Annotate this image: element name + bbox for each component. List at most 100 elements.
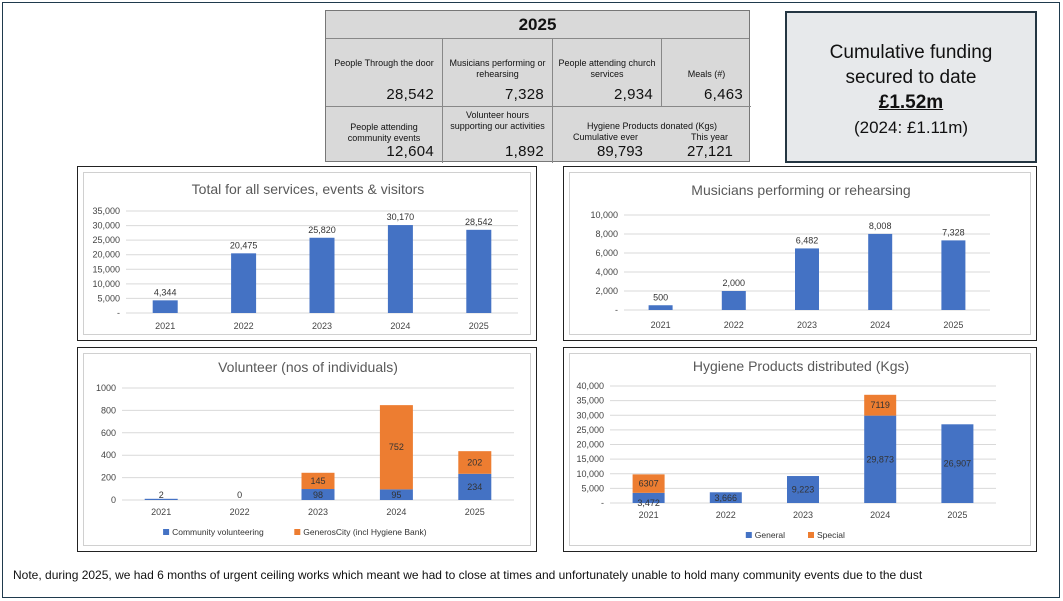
stat-cell-musicians: Musicians performing or rehearsing 7,328: [443, 39, 553, 107]
y-tick-label: 1000: [96, 383, 116, 393]
segment-value-label: 95: [391, 490, 401, 500]
y-tick-label: 20,000: [92, 250, 120, 260]
stats-table: 2025 People Through the door 28,542 Musi…: [325, 10, 751, 163]
x-tick-label: 2022: [234, 321, 254, 331]
segment-value-label: 26,907: [944, 459, 972, 469]
stat-value: 12,604: [386, 143, 434, 160]
chart-title: Total for all services, events & visitor…: [192, 181, 425, 197]
legend-swatch: [745, 532, 752, 538]
segment-value-label: 29,873: [866, 454, 894, 464]
bar-value-label: 25,820: [308, 225, 336, 235]
chart-musicians: Musicians performing or rehearsing - 2,000…: [590, 182, 990, 330]
legend-label: Special: [817, 530, 845, 540]
bar-segment: [144, 498, 178, 500]
legend-label: Community volunteering: [172, 527, 264, 537]
bar-segment: [379, 405, 413, 490]
segment-value-label: 3,472: [637, 498, 660, 508]
bar: [231, 253, 257, 313]
y-tick-label: 30,000: [576, 410, 604, 420]
bar-value-label: 6,482: [796, 235, 819, 245]
y-tick-label: 25,000: [576, 425, 604, 435]
stat-value: 7,328: [504, 86, 544, 103]
bar-segment: [458, 451, 492, 474]
bar: [387, 225, 413, 313]
bar-value-label: 20,475: [230, 240, 258, 250]
footnote: Note, during 2025, we had 6 months of ur…: [13, 568, 923, 582]
x-tick-label: 2023: [793, 510, 813, 520]
legend-label: General: [755, 530, 785, 540]
funding-amount: £1.52m: [878, 92, 944, 113]
bar-segment: [864, 415, 897, 503]
stat-value: 1,892: [504, 143, 544, 160]
x-tick-label: 2024: [870, 320, 890, 330]
y-tick-label: 10,000: [590, 210, 618, 220]
stat-value: 28,542: [386, 86, 434, 103]
y-tick-label: 10,000: [576, 469, 604, 479]
y-tick-label: 15,000: [576, 454, 604, 464]
bar: [309, 237, 335, 313]
y-tick-label: 0: [111, 495, 116, 505]
y-tick-label: 10,000: [92, 279, 120, 289]
segment-value-label: 9,223: [792, 485, 815, 495]
funding-box: Cumulative funding secured to date £1.52…: [785, 11, 1037, 163]
x-tick-label: 2023: [797, 320, 817, 330]
stat-value: 6,463: [703, 86, 743, 103]
x-tick-label: 2022: [230, 507, 250, 517]
segment-value-label: 3,666: [715, 493, 738, 503]
bar-value-label: 2,000: [723, 278, 746, 288]
bar-value-label: 30,170: [387, 212, 415, 222]
bar-value-label: 8,008: [869, 221, 892, 231]
stat-label: People attending church services: [558, 58, 656, 79]
bar-value-label: 500: [653, 292, 668, 302]
x-tick-label: 2021: [639, 510, 659, 520]
y-tick-label: -: [615, 305, 618, 315]
bar-value-label: 4,344: [154, 287, 177, 297]
legend-swatch: [808, 532, 814, 538]
y-tick-label: 5,000: [581, 483, 604, 493]
y-tick-label: 40,000: [576, 381, 604, 391]
bar-value-label: 28,542: [465, 217, 493, 227]
bar-segment: [301, 472, 335, 490]
segment-value-label: 2: [159, 490, 164, 500]
bar: [648, 305, 673, 310]
chart-panel-volunteer: Volunteer (nos of individuals) 0 200 400 600…: [77, 347, 537, 552]
stat-sublabel-this-year: This year: [691, 132, 729, 142]
y-tick-label: 2,000: [595, 286, 618, 296]
funding-line-1: Cumulative funding: [829, 42, 993, 63]
bar-segment: [632, 474, 665, 493]
stat-label: Hygiene Products donated (Kgs): [586, 121, 718, 131]
stat-label: Meals (#): [687, 69, 726, 79]
y-tick-label: 15,000: [92, 264, 120, 274]
x-tick-label: 2024: [386, 507, 406, 517]
x-tick-label: 2024: [390, 321, 410, 331]
chart-panel-total-visitors: Total for all services, events & visitor…: [77, 166, 537, 341]
bar-segment: [941, 424, 974, 503]
stat-sublabel-cumulative: Cumulative ever: [573, 132, 639, 142]
bar-segment: [458, 473, 492, 500]
x-tick-label: 2025: [465, 507, 485, 517]
y-tick-label: 200: [101, 473, 116, 483]
bar: [152, 300, 178, 313]
segment-value-label: 7119: [871, 400, 890, 410]
bar: [466, 229, 492, 313]
x-tick-label: 2024: [870, 510, 890, 520]
y-tick-label: 25,000: [92, 235, 120, 245]
segment-value-label: 0: [237, 490, 242, 500]
chart-panel-hygiene: Hygiene Products distributed (Kgs) - 5,000…: [563, 347, 1037, 552]
segment-value-label: 234: [467, 482, 482, 492]
chart-total-visitors: Total for all services, events & visitor…: [92, 181, 518, 331]
bar: [868, 233, 893, 310]
y-tick-label: 20,000: [576, 440, 604, 450]
legend-swatch: [163, 529, 170, 535]
funding-previous: (2024: £1.11m): [853, 118, 969, 137]
bar: [941, 240, 966, 310]
x-tick-label: 2023: [308, 507, 328, 517]
bar-segment: [301, 489, 335, 500]
stat-label: Volunteer hours supporting our activitie…: [450, 110, 545, 131]
y-tick-label: 4,000: [595, 267, 618, 277]
stat-cell-meals: Meals (#) 6,463: [662, 39, 751, 107]
segment-value-label: 98: [313, 490, 323, 500]
y-tick-label: 35,000: [576, 396, 604, 406]
bar-segment: [379, 489, 413, 500]
segment-value-label: 6307: [639, 479, 659, 489]
